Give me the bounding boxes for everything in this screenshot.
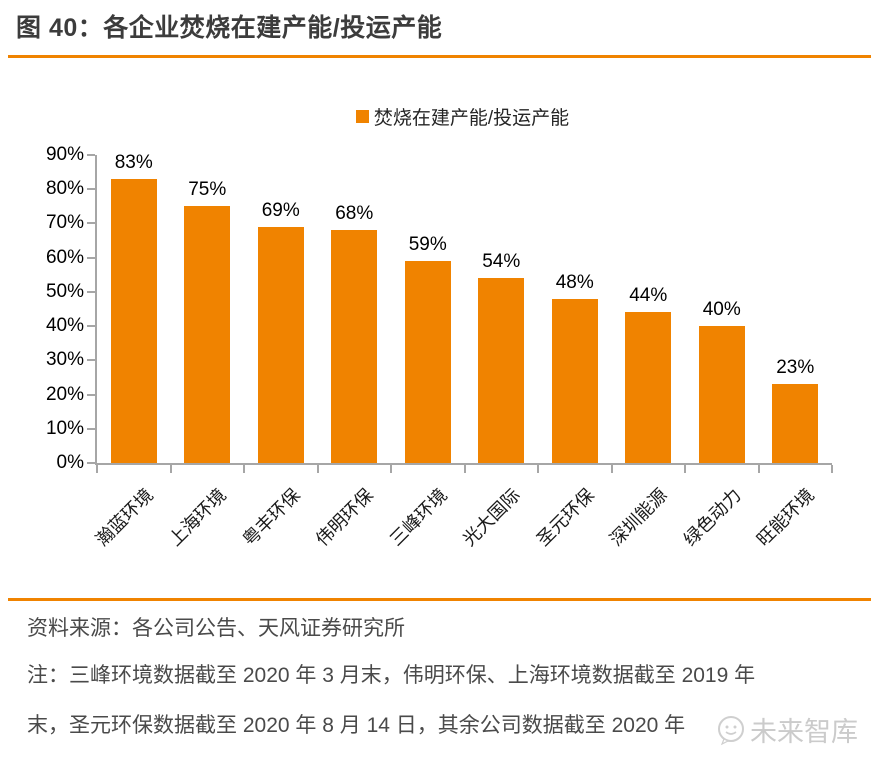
y-axis-tick [87,256,95,259]
bar [184,206,231,463]
x-axis-labels: 瀚蓝环境 上海环境 粤丰环保 伟明环保 三峰环境 光大国际 圣元环保 深圳能源 绿色动力 旺能环境 [92,468,830,588]
bar-value-label: 23% [776,357,815,379]
bar [772,384,819,463]
y-axis-tick [87,188,95,191]
bar-value-label: 68% [335,203,374,225]
bar-slot: 54% [465,155,539,463]
bar-value-label: 54% [482,251,521,273]
bar-value-label: 40% [702,299,741,321]
source-divider [8,598,871,601]
y-axis-tick [87,154,95,156]
y-axis-tick [87,393,95,396]
y-tick-label: 80% [45,178,84,200]
y-axis-tick [87,290,95,293]
y-axis-tick [87,325,95,328]
bar-value-label: 69% [261,199,300,221]
x-axis-tick [169,465,172,473]
chart-legend: 焚烧在建产能/投运产能 [95,103,830,130]
x-axis-tick [243,465,245,473]
x-axis-tick [684,465,686,473]
x-axis-tick [831,465,833,473]
bar-value-label: 59% [408,234,447,256]
y-tick-label: 40% [45,315,84,337]
bar-value-label: 44% [629,285,668,307]
bar-value-label: 75% [188,179,227,201]
bar [331,230,378,463]
x-axis-tick [537,465,539,473]
bar [625,312,672,463]
legend-label: 焚烧在建产能/投运产能 [373,108,570,129]
x-axis-tick [316,465,319,473]
bar [551,298,598,463]
title-divider [8,55,871,58]
y-tick-label: 0% [56,452,84,473]
bar [257,226,304,463]
bar-slot: 23% [759,155,833,463]
note-text: 注：三峰环境数据截至 2020 年 3 月末，伟明环保、上海环境数据截至 201… [27,651,755,751]
y-tick-label: 60% [45,246,84,268]
x-axis-tick [610,465,613,473]
x-axis-tick [390,465,392,473]
bar [110,178,157,463]
y-axis-tick [87,427,95,430]
y-axis-tick [87,222,95,225]
bar-slot: 75% [171,155,245,463]
y-axis-tick [87,359,95,362]
x-axis-tick [463,465,466,473]
figure-title: 图 40：各企业焚烧在建产能/投运产能 [16,14,443,42]
bar [698,326,745,463]
legend-swatch-icon [355,110,369,123]
x-axis-tick [96,465,98,473]
y-tick-label: 70% [45,212,84,234]
watermark-logo-icon [714,713,748,747]
bar-slot: 59% [391,155,465,463]
bar [478,278,525,463]
watermark-text: 未来智库 [750,717,858,747]
watermark: 未来智库 [714,710,858,749]
bar-value-label: 83% [114,151,153,173]
bar-slot: 44% [612,155,686,463]
source-text: 资料来源：各公司公告、天风证券研究所 [27,617,405,640]
bar-slot: 40% [685,155,759,463]
plot-area: 83% 75% 69% 68% 59% 54% 48% 44% 40% 23% [87,152,833,473]
bar-slot: 48% [538,155,612,463]
bar-value-label: 48% [555,271,594,293]
y-axis-tick [87,462,95,464]
bar-slot: 83% [97,152,171,463]
y-tick-label: 50% [45,280,84,302]
note-line-2: 末，圣元环保数据截至 2020 年 8 月 14 日，其余公司数据截至 2020… [27,714,686,737]
x-axis-tick [757,465,760,473]
y-tick-label: 10% [45,417,84,439]
bar [404,261,451,463]
bar-slot: 68% [318,155,392,463]
y-tick-label: 20% [45,383,84,405]
y-tick-label: 30% [45,349,84,371]
bar-slot: 69% [244,155,318,463]
y-tick-label: 90% [45,144,84,165]
note-line-1: 注：三峰环境数据截至 2020 年 3 月末，伟明环保、上海环境数据截至 201… [27,664,756,687]
